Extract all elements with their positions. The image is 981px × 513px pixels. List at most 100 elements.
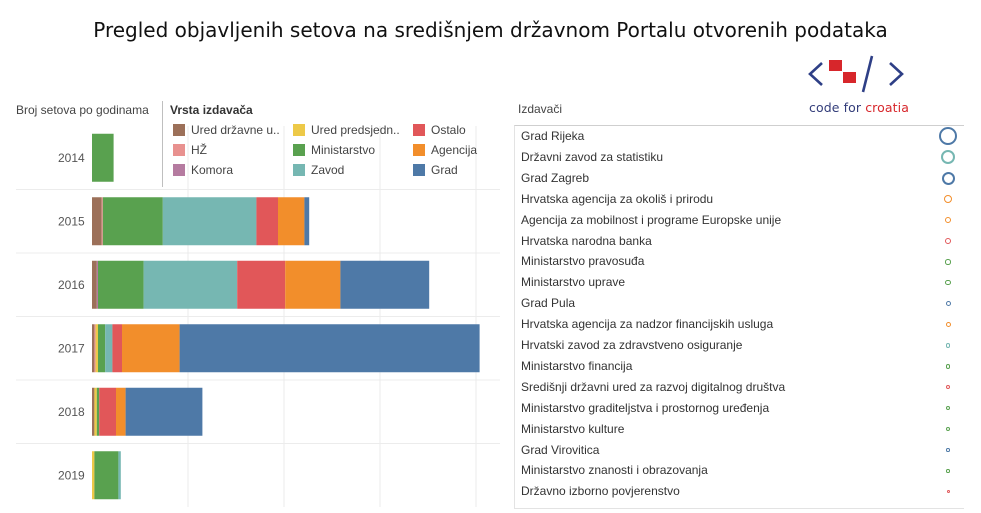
legend-swatch	[173, 124, 185, 136]
bar-segment[interactable]	[116, 387, 126, 436]
bar-segment[interactable]	[285, 260, 341, 309]
issuer-circle-mark[interactable]	[946, 406, 950, 411]
bar-segment[interactable]	[340, 260, 430, 309]
issuer-name: Ministarstvo financija	[521, 358, 633, 373]
year-label: 2016	[58, 278, 85, 292]
bar-segment[interactable]	[92, 387, 95, 436]
bar-segment[interactable]	[162, 197, 257, 246]
issuer-row[interactable]: Grad Pula	[515, 293, 964, 314]
issuer-circle-mark[interactable]	[945, 259, 951, 265]
stacked-bar-chart: 2014 2015 2016 2017 2018 2019	[16, 126, 500, 507]
legend-item-ured-predsjednika[interactable]: Ured predsjedn..	[293, 123, 400, 139]
issuer-circle-mark[interactable]	[945, 364, 951, 369]
issuer-circle-mark[interactable]	[946, 469, 950, 473]
issuer-row[interactable]: Hrvatska agencija za okoliš i prirodu	[515, 189, 964, 210]
issuer-circle-mark[interactable]	[939, 127, 957, 146]
bar-segment[interactable]	[237, 260, 286, 309]
issuer-name: Državni zavod za statistiku	[521, 149, 664, 164]
legend-item-komora[interactable]: Komora	[173, 163, 233, 179]
issuer-name: Ministarstvo kulture	[521, 421, 625, 436]
bar-segment[interactable]	[92, 451, 95, 500]
issuer-row[interactable]: Ministarstvo pravosuđa	[515, 251, 964, 272]
bar-segment[interactable]	[92, 133, 114, 182]
issuers-list: Grad Rijeka Državni zavod za statistiku Gr…	[514, 125, 964, 509]
issuer-circle-mark[interactable]	[945, 279, 951, 286]
year-label: 2018	[58, 405, 85, 419]
issuer-row[interactable]: Grad Rijeka	[515, 126, 964, 147]
bar-segment[interactable]	[94, 451, 119, 500]
issuer-circle-mark[interactable]	[945, 301, 951, 307]
bar-segment[interactable]	[112, 324, 122, 373]
issuer-circle-mark[interactable]	[944, 195, 952, 204]
issuer-name: Ministarstvo pravosuđa	[521, 254, 645, 269]
bar-segment[interactable]	[92, 197, 102, 246]
bar-segment[interactable]	[125, 387, 203, 436]
issuer-row[interactable]: Grad Zagreb	[515, 168, 964, 189]
legend-item-hz[interactable]: HŽ	[173, 143, 207, 159]
bar-segment[interactable]	[105, 324, 113, 373]
bar-segment[interactable]	[95, 324, 98, 373]
issuer-name: Hrvatska narodna banka	[521, 233, 652, 248]
issuer-circle-mark[interactable]	[945, 384, 951, 390]
legend-swatch	[173, 164, 185, 176]
issuer-circle-mark[interactable]	[946, 490, 950, 494]
legend-item-agencija[interactable]: Agencija	[413, 143, 477, 159]
bar-segment[interactable]	[122, 324, 180, 373]
bar-segment[interactable]	[96, 387, 100, 436]
issuer-row[interactable]: Ministarstvo uprave	[515, 272, 964, 293]
issuer-name: Grad Virovitica	[521, 442, 600, 457]
code-for-croatia-logo[interactable]: code for croatia	[806, 50, 909, 116]
bar-segment[interactable]	[179, 324, 480, 373]
legend-item-ministarstvo[interactable]: Ministarstvo	[293, 143, 375, 159]
bar-segment[interactable]	[256, 197, 278, 246]
bar-segment[interactable]	[101, 197, 103, 246]
dashboard-title: Pregled objavljenih setova na središnjem…	[93, 18, 888, 42]
issuer-name: Hrvatska agencija za nadzor financijskih…	[521, 317, 774, 332]
bar-segment[interactable]	[143, 260, 238, 309]
issuer-name: Grad Rijeka	[521, 129, 585, 143]
issuer-circle-mark[interactable]	[946, 427, 950, 432]
issuer-name: Središnji državni ured za razvoj digital…	[521, 379, 786, 394]
issuer-row[interactable]: Državni zavod za statistiku	[515, 147, 964, 168]
issuer-circle-mark[interactable]	[941, 171, 955, 185]
bar-segment[interactable]	[98, 324, 106, 373]
issuer-row[interactable]: Središnji državni ured za razvoj digital…	[515, 377, 964, 398]
legend-swatch	[413, 124, 425, 136]
issuer-row[interactable]: Hrvatska narodna banka	[515, 231, 964, 252]
issuer-circle-mark[interactable]	[941, 150, 955, 165]
bar-segment[interactable]	[99, 387, 116, 436]
bar-segment[interactable]	[118, 451, 121, 500]
legend-item-zavod[interactable]: Zavod	[293, 163, 344, 179]
issuer-row[interactable]: Ministarstvo financija	[515, 356, 964, 377]
bar-segment[interactable]	[278, 197, 305, 246]
issuer-circle-mark[interactable]	[945, 322, 951, 328]
bar-segment[interactable]	[96, 260, 98, 309]
bar-segment[interactable]	[304, 197, 310, 246]
issuer-circle-mark[interactable]	[945, 237, 951, 244]
year-label: 2014	[58, 151, 85, 165]
publisher-type-legend: Vrsta izdavača Ured državne u.. Ured pre…	[162, 101, 493, 187]
bar-segment[interactable]	[92, 324, 95, 373]
bar-segment[interactable]	[94, 324, 96, 373]
issuer-row[interactable]: Hrvatski zavod za zdravstveno osiguranje	[515, 335, 964, 356]
legend-swatch	[293, 164, 305, 176]
issuer-row[interactable]: Hrvatska agencija za nadzor financijskih…	[515, 314, 964, 335]
legend-item-ured-drzavne-uprave[interactable]: Ured državne u..	[173, 123, 280, 139]
issuer-circle-mark[interactable]	[945, 343, 951, 348]
issuer-circle-mark[interactable]	[945, 217, 951, 224]
legend-item-ostalo[interactable]: Ostalo	[413, 123, 466, 139]
issuer-row[interactable]: Ministarstvo znanosti i obrazovanja	[515, 460, 964, 481]
bar-segment[interactable]	[94, 387, 97, 436]
issuer-name: Hrvatska agencija za okoliš i prirodu	[521, 191, 714, 206]
issuer-circle-mark[interactable]	[946, 448, 950, 452]
issuer-name: Hrvatski zavod za zdravstveno osiguranje	[521, 338, 743, 352]
legend-item-grad[interactable]: Grad	[413, 163, 458, 179]
issuer-row[interactable]: Grad Virovitica	[515, 440, 964, 461]
issuer-row[interactable]: Ministarstvo kulture	[515, 419, 964, 440]
bar-segment[interactable]	[92, 260, 97, 309]
issuer-row[interactable]: Agencija za mobilnost i programe Europsk…	[515, 210, 964, 231]
bar-segment[interactable]	[102, 197, 163, 246]
bar-segment[interactable]	[98, 260, 144, 309]
issuer-row[interactable]: Državno izborno povjerenstvo	[515, 481, 964, 502]
issuer-row[interactable]: Ministarstvo graditeljstva i prostornog …	[515, 398, 964, 419]
